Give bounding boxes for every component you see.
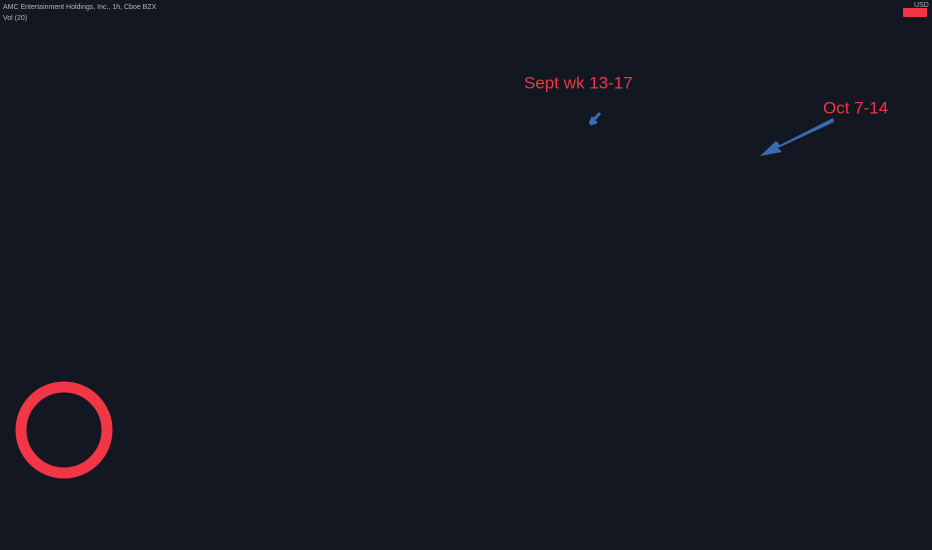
currency: USD xyxy=(914,2,929,9)
price-axis xyxy=(900,0,932,550)
annotation: Sept wk 13-17 xyxy=(524,73,633,92)
chart-title: AMC Entertainment Holdings, Inc., 1h, Cb… xyxy=(3,4,157,11)
arrow xyxy=(760,118,834,156)
volume-label: Vol (20) xyxy=(3,15,27,22)
annotation: Oct 7-14 xyxy=(823,98,888,117)
highlight-circle xyxy=(15,381,113,479)
last-price-badge xyxy=(903,8,927,17)
arrow xyxy=(588,111,602,126)
